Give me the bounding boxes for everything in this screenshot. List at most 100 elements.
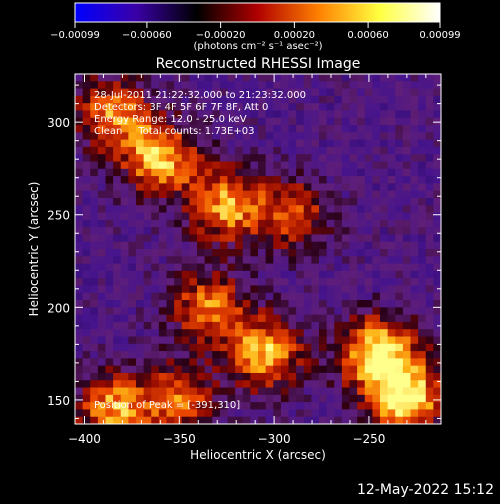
heatmap-cell xyxy=(334,168,343,177)
heatmap-cell xyxy=(341,161,350,170)
heatmap-cell xyxy=(90,234,99,243)
heatmap-cell xyxy=(212,402,221,410)
heatmap-cell xyxy=(364,234,373,243)
heatmap-cell xyxy=(97,197,106,206)
heatmap-cell xyxy=(303,103,312,111)
heatmap-cell xyxy=(197,394,206,403)
heatmap-cell xyxy=(311,125,320,133)
heatmap-cell xyxy=(250,314,259,323)
heatmap-cell xyxy=(349,409,358,418)
heatmap-cell xyxy=(90,190,99,199)
heatmap-image xyxy=(75,74,442,425)
heatmap-cell xyxy=(326,183,335,192)
heatmap-cell xyxy=(242,176,251,184)
heatmap-cell xyxy=(166,314,175,323)
heatmap-cell xyxy=(296,351,305,359)
heatmap-cell xyxy=(250,146,259,155)
heatmap-cell xyxy=(166,329,175,337)
heatmap-cell xyxy=(395,409,404,418)
heatmap-cell xyxy=(136,249,145,257)
heatmap-cell xyxy=(242,343,251,352)
heatmap-cell xyxy=(75,205,84,213)
heatmap-cell xyxy=(357,234,366,243)
heatmap-cell xyxy=(197,416,206,425)
heatmap-cell xyxy=(158,95,167,104)
heatmap-cell xyxy=(242,81,251,89)
heatmap-cell xyxy=(395,321,404,330)
heatmap-cell xyxy=(90,416,99,425)
heatmap-cell xyxy=(235,139,244,148)
heatmap-cell xyxy=(288,110,297,119)
heatmap-cell xyxy=(433,249,442,257)
heatmap-cell xyxy=(204,95,213,104)
heatmap-cell xyxy=(319,351,328,359)
heatmap-cell xyxy=(303,321,312,330)
heatmap-cell xyxy=(410,176,419,184)
heatmap-cell xyxy=(120,103,129,111)
heatmap-cell xyxy=(197,212,206,221)
heatmap-cell xyxy=(258,278,267,286)
heatmap-cell xyxy=(181,321,190,330)
heatmap-cell xyxy=(273,387,282,396)
heatmap-cell xyxy=(82,197,91,206)
heatmap-cell xyxy=(387,300,396,308)
heatmap-cell xyxy=(235,183,244,192)
heatmap-cell xyxy=(326,263,335,272)
heatmap-cell xyxy=(90,212,99,221)
heatmap-cell xyxy=(219,365,228,374)
heatmap-cell xyxy=(181,256,190,264)
heatmap-cell xyxy=(136,241,145,250)
heatmap-cell xyxy=(105,212,114,221)
heatmap-cell xyxy=(151,154,160,162)
heatmap-cell xyxy=(425,402,434,410)
heatmap-cell xyxy=(105,387,114,396)
heatmap-cell xyxy=(402,110,411,119)
heatmap-cell xyxy=(280,241,289,250)
heatmap-cell xyxy=(82,307,91,316)
heatmap-cell xyxy=(174,241,183,250)
heatmap-cell xyxy=(410,95,419,104)
heatmap-cell xyxy=(364,300,373,308)
heatmap-cell xyxy=(410,81,419,89)
heatmap-cell xyxy=(380,190,389,199)
heatmap-cell xyxy=(75,249,84,257)
heatmap-cell xyxy=(97,372,106,381)
heatmap-cell xyxy=(181,351,190,359)
heatmap-cell xyxy=(303,81,312,89)
heatmap-cell xyxy=(242,212,251,221)
x-axis-label: Heliocentric X (arcsec) xyxy=(190,448,326,462)
heatmap-cell xyxy=(311,234,320,243)
heatmap-cell xyxy=(418,263,427,272)
heatmap-cell xyxy=(227,343,236,352)
heatmap-cell xyxy=(181,380,190,388)
heatmap-cell xyxy=(82,365,91,374)
heatmap-cell xyxy=(242,263,251,272)
heatmap-cell xyxy=(380,219,389,228)
heatmap-cell xyxy=(197,176,206,184)
heatmap-cell xyxy=(258,249,267,257)
heatmap-cell xyxy=(433,336,442,345)
heatmap-cell xyxy=(402,263,411,272)
heatmap-cell xyxy=(212,249,221,257)
heatmap-cell xyxy=(311,270,320,279)
heatmap-cell xyxy=(265,394,274,403)
heatmap-cell xyxy=(242,146,251,155)
heatmap-cell xyxy=(341,278,350,286)
heatmap-cell xyxy=(235,329,244,337)
heatmap-cell xyxy=(326,372,335,381)
heatmap-cell xyxy=(258,154,267,162)
heatmap-cell xyxy=(433,146,442,155)
heatmap-cell xyxy=(128,205,137,213)
heatmap-cell xyxy=(288,270,297,279)
heatmap-cell xyxy=(326,146,335,155)
heatmap-cell xyxy=(204,372,213,381)
heatmap-cell xyxy=(311,278,320,286)
heatmap-cell xyxy=(166,183,175,192)
heatmap-cell xyxy=(250,278,259,286)
heatmap-cell xyxy=(128,183,137,192)
heatmap-cell xyxy=(189,263,198,272)
heatmap-cell xyxy=(296,358,305,367)
heatmap-cell xyxy=(82,139,91,148)
heatmap-cell xyxy=(395,139,404,148)
heatmap-cell xyxy=(341,168,350,177)
